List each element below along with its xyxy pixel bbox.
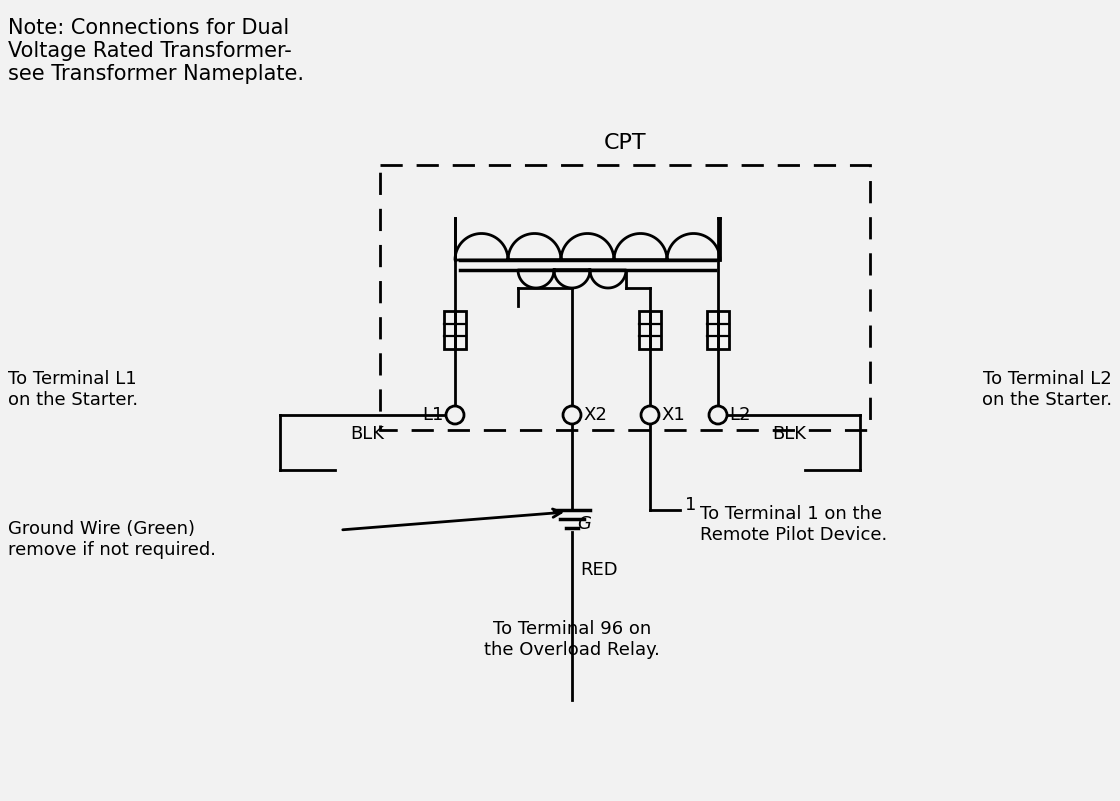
Text: L2: L2: [729, 406, 750, 424]
Text: X2: X2: [584, 406, 607, 424]
Text: 1: 1: [685, 496, 697, 514]
Text: To Terminal L1
on the Starter.: To Terminal L1 on the Starter.: [8, 370, 138, 409]
Text: G: G: [577, 515, 591, 533]
Circle shape: [709, 406, 727, 424]
Text: CPT: CPT: [604, 133, 646, 153]
Text: BLK: BLK: [351, 425, 384, 443]
Text: BLK: BLK: [772, 425, 806, 443]
Text: X1: X1: [661, 406, 684, 424]
Circle shape: [563, 406, 581, 424]
Text: To Terminal 96 on
the Overload Relay.: To Terminal 96 on the Overload Relay.: [484, 620, 660, 658]
Circle shape: [446, 406, 464, 424]
Circle shape: [641, 406, 659, 424]
Text: Note: Connections for Dual
Voltage Rated Transformer-
see Transformer Nameplate.: Note: Connections for Dual Voltage Rated…: [8, 18, 304, 84]
Text: RED: RED: [580, 561, 617, 579]
Text: To Terminal L2
on the Starter.: To Terminal L2 on the Starter.: [982, 370, 1112, 409]
Text: To Terminal 1 on the
Remote Pilot Device.: To Terminal 1 on the Remote Pilot Device…: [700, 505, 887, 544]
Text: Ground Wire (Green)
remove if not required.: Ground Wire (Green) remove if not requir…: [8, 520, 216, 559]
Text: L1: L1: [422, 406, 444, 424]
